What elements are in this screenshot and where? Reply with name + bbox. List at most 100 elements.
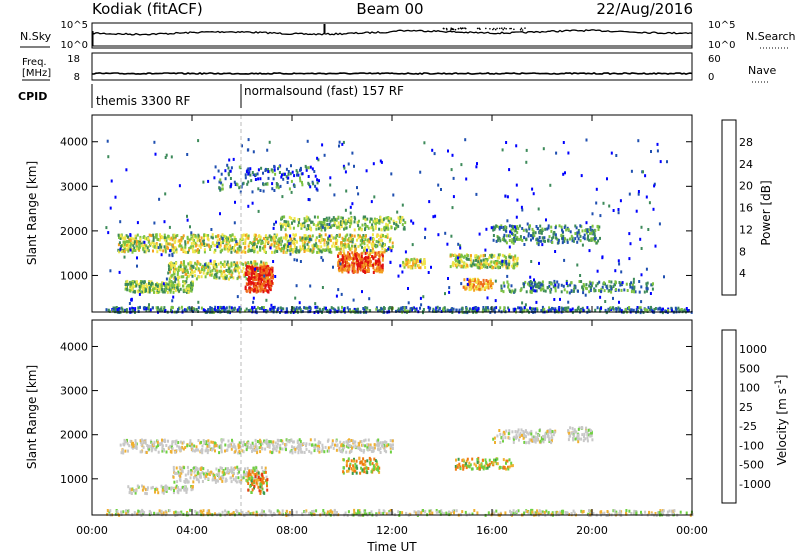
- power-cell: [500, 289, 503, 293]
- power-cell: [442, 307, 445, 311]
- power-cell: [396, 309, 399, 313]
- power-cell: [335, 246, 338, 249]
- power-cell: [351, 251, 354, 255]
- velocity-cell: [373, 446, 376, 450]
- power-cell: [589, 238, 592, 242]
- power-cell: [530, 238, 532, 242]
- power-cell: [238, 271, 240, 275]
- power-cell: [245, 236, 248, 240]
- power-cell: [542, 287, 545, 291]
- power-cell: [200, 236, 203, 240]
- power-cell: [501, 238, 504, 241]
- velocity-cell: [290, 439, 293, 443]
- power-cell: [267, 240, 270, 244]
- power-cell: [506, 195, 509, 199]
- power-cell: [370, 250, 373, 254]
- power-cell: [522, 228, 525, 232]
- power-cell: [337, 225, 340, 229]
- power-cell: [170, 155, 173, 159]
- power-cell: [224, 169, 227, 173]
- power-cell: [235, 250, 238, 254]
- velocity-cell: [294, 450, 297, 454]
- nsky-frame: [91, 22, 693, 49]
- power-cell: [341, 216, 344, 220]
- power-cell: [508, 168, 511, 172]
- velocity-cell: [250, 443, 252, 447]
- power-cell: [514, 257, 517, 261]
- power-cell: [567, 151, 570, 155]
- power-cell: [486, 306, 489, 310]
- power-cell: [509, 289, 511, 293]
- power-cell: [337, 308, 340, 312]
- power-cell: [369, 252, 372, 256]
- power-cell: [576, 263, 579, 267]
- power-cell: [399, 219, 402, 223]
- power-cell: [206, 243, 209, 247]
- power-cell: [170, 281, 173, 285]
- power-cell: [186, 275, 189, 279]
- power-cell: [194, 241, 197, 245]
- power-cell: [203, 234, 206, 237]
- power-cell: [140, 281, 143, 285]
- power-cell: [381, 308, 384, 312]
- power-cell: [222, 240, 224, 243]
- velocity-cell: [385, 440, 388, 444]
- power-cell: [313, 215, 316, 219]
- power-cell: [344, 254, 347, 258]
- power-cell: [107, 308, 110, 312]
- power-cell: [170, 306, 173, 310]
- velocity-cell: [168, 486, 171, 490]
- power-cell: [332, 216, 335, 220]
- power-cell: [475, 263, 478, 267]
- power-cell: [530, 286, 532, 290]
- power-cell: [162, 236, 165, 240]
- velocity-cell: [317, 444, 320, 448]
- power-cell: [338, 269, 341, 273]
- power-cell: [357, 192, 360, 196]
- power-cell: [323, 219, 326, 223]
- power-cell: [141, 284, 144, 288]
- velocity-cell: [220, 450, 223, 454]
- power-cell: [594, 308, 597, 312]
- power-cell: [241, 234, 244, 238]
- power-cell: [473, 279, 476, 283]
- power-cell: [633, 290, 636, 294]
- power-cell: [230, 250, 233, 254]
- power-cell: [109, 269, 112, 273]
- velocity-cell: [140, 438, 143, 442]
- power-cell: [385, 226, 387, 230]
- power-cell: [271, 182, 274, 186]
- power-cell: [343, 166, 346, 170]
- power-cell: [317, 250, 320, 254]
- velocity-cell: [364, 438, 367, 442]
- power-cell: [444, 231, 447, 235]
- power-cell: [459, 264, 462, 268]
- power-cell: [385, 222, 388, 226]
- power-cell: [239, 243, 242, 247]
- velocity-cell: [161, 438, 163, 442]
- power-cell: [340, 258, 343, 262]
- power-cell: [366, 270, 369, 273]
- power-cell: [561, 241, 564, 245]
- power-cell: [330, 250, 333, 254]
- power-cell: [536, 241, 539, 245]
- velocity-cell: [313, 449, 316, 453]
- velocity-cell: [356, 446, 359, 450]
- power-cell: [481, 266, 483, 269]
- power-cell: [233, 221, 236, 225]
- power-cell: [470, 264, 473, 268]
- power-cell: [145, 244, 148, 248]
- power-cell: [152, 236, 155, 240]
- power-cell: [505, 234, 508, 238]
- power-cell: [280, 227, 283, 231]
- power-cell: [257, 241, 259, 245]
- power-cell: [296, 258, 298, 262]
- power-cell: [468, 283, 471, 287]
- power-cell: [364, 259, 367, 263]
- power-cell: [645, 267, 648, 271]
- power-cell: [654, 307, 657, 310]
- power-cell: [532, 192, 535, 196]
- velocity-cell: [151, 447, 154, 451]
- power-cell: [259, 235, 262, 239]
- power-cell: [364, 226, 367, 230]
